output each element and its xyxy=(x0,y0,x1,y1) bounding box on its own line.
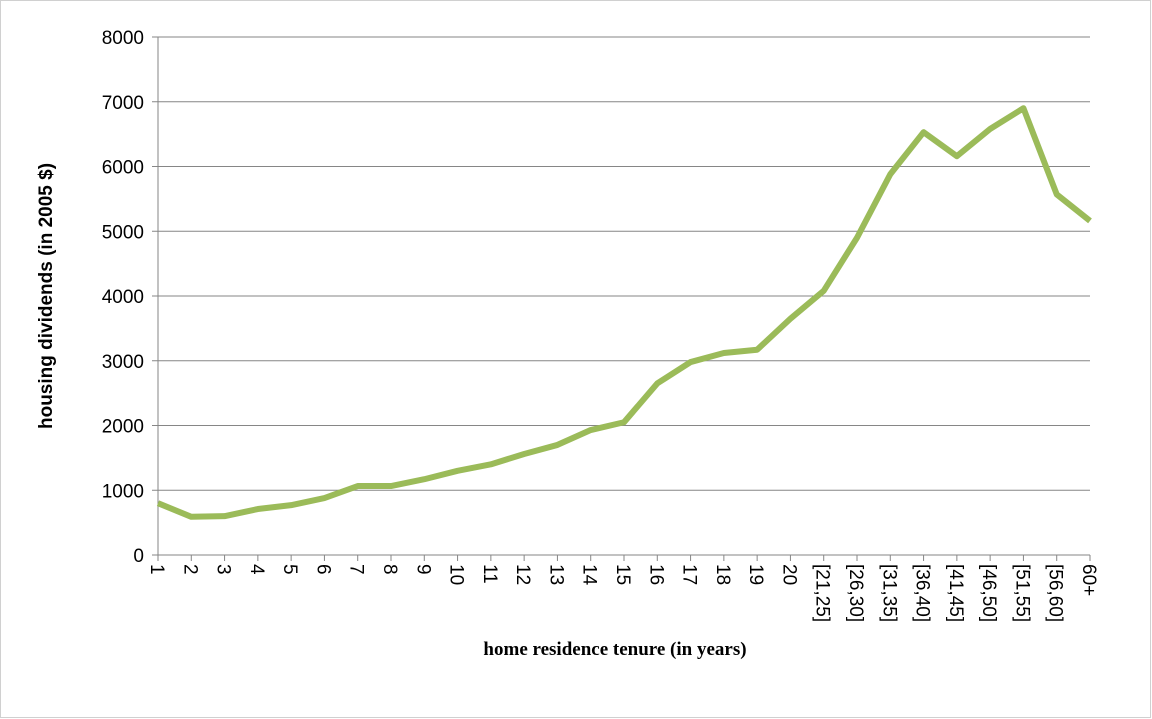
x-tick-label: [36,40] xyxy=(912,564,933,622)
data-line xyxy=(156,105,1092,520)
x-tick-label: 11 xyxy=(479,564,500,584)
x-tick-label: 14 xyxy=(579,564,600,586)
x-tick-label: 60+ xyxy=(1078,564,1099,596)
y-tick-label: 7000 xyxy=(102,93,144,114)
y-tick-label: 6000 xyxy=(102,158,144,179)
y-tick-label: 8000 xyxy=(102,28,144,49)
y-tick-label: 0 xyxy=(133,546,144,567)
x-tick-label: 12 xyxy=(512,564,533,585)
x-tick-label: 9 xyxy=(412,564,433,575)
x-tick-label: 16 xyxy=(645,564,666,585)
x-tick-label: 8 xyxy=(379,564,400,575)
x-tick-label: [41,45] xyxy=(945,564,966,622)
y-tick-label: 3000 xyxy=(102,352,144,373)
x-tick-label: [56,60] xyxy=(1045,564,1066,622)
x-tick-label: [21,25] xyxy=(812,564,833,622)
x-tick-label: 5 xyxy=(279,564,300,575)
x-tick-label: [51,55] xyxy=(1011,564,1032,622)
x-tick-label: [26,30] xyxy=(845,564,866,622)
x-tick-label: 7 xyxy=(346,564,367,575)
x-tick-label: 18 xyxy=(712,564,733,585)
x-tick-label: 17 xyxy=(679,564,700,585)
x-tick-label: 2 xyxy=(179,564,200,575)
x-axis-label: home residence tenure (in years) xyxy=(483,639,746,660)
y-tick-label: 4000 xyxy=(102,287,144,308)
x-tick-label: 3 xyxy=(213,564,234,575)
y-axis-label: housing dividends (in 2005 $) xyxy=(36,163,57,429)
x-tick-label: 20 xyxy=(778,564,799,585)
x-tick-label: 15 xyxy=(612,564,633,585)
x-tick-label: 4 xyxy=(246,564,267,575)
y-tick-label: 5000 xyxy=(102,222,144,243)
y-tick-label: 2000 xyxy=(102,417,144,438)
y-tick-label: 1000 xyxy=(102,481,144,502)
x-tick-label: [31,35] xyxy=(878,564,899,622)
x-tick-label: 19 xyxy=(745,564,766,585)
x-tick-label: 1 xyxy=(146,564,167,575)
x-tick-label: 13 xyxy=(545,564,566,585)
x-tick-label: 6 xyxy=(312,564,333,575)
x-tick-label: 10 xyxy=(446,564,467,585)
x-tick-label: [46,50] xyxy=(978,564,999,622)
